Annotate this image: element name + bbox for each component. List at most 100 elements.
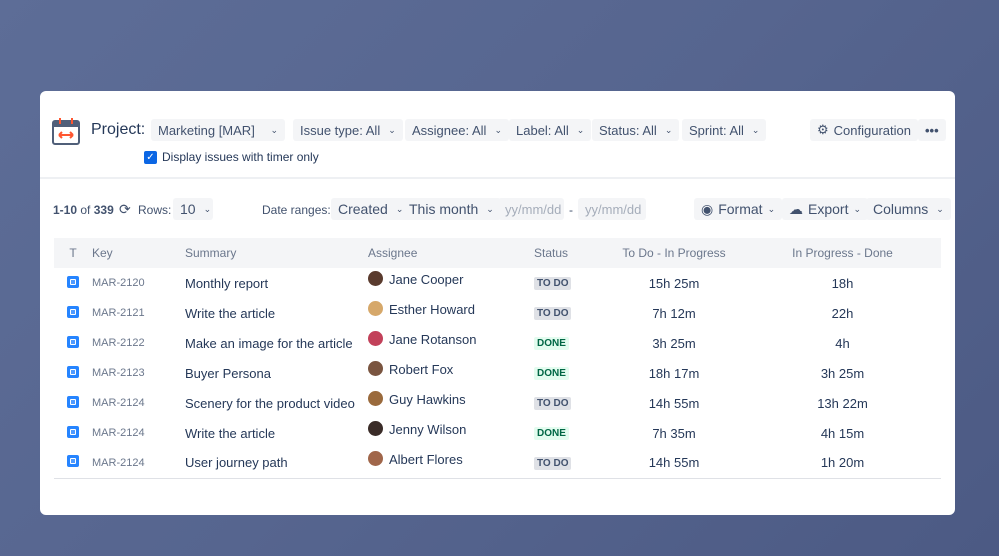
column-type[interactable]: T xyxy=(54,238,92,268)
gear-icon: ⚙ xyxy=(817,122,829,137)
todo-inprogress-time: 7h 35m xyxy=(652,425,696,441)
column-key[interactable]: Key xyxy=(92,238,185,268)
status-badge: DONE xyxy=(534,367,569,380)
timesheet-panel: Project: Marketing [MAR] ⌄ Issue type: Al… xyxy=(40,91,955,515)
inprogress-done-time: 22h xyxy=(831,305,854,321)
column-assignee[interactable]: Assignee xyxy=(368,238,534,268)
todo-inprogress-time: 15h 25m xyxy=(648,275,700,291)
issue-key[interactable]: MAR-2123 xyxy=(92,367,145,379)
filter-bar: Project: Marketing [MAR] ⌄ Issue type: Al… xyxy=(40,91,955,179)
issue-summary[interactable]: Buyer Persona xyxy=(185,365,271,381)
format-button[interactable]: ◉ Format ⌄ xyxy=(694,198,783,220)
todo-inprogress-time: 18h 17m xyxy=(648,365,700,381)
task-type-icon xyxy=(67,275,79,288)
task-type-icon xyxy=(67,365,79,378)
assignee-cell: Jane Rotanson xyxy=(368,325,534,355)
table-row[interactable]: MAR-2123 Buyer Persona Robert Fox DONE 1… xyxy=(54,358,941,388)
table-row[interactable]: MAR-2124 Write the article Jenny Wilson … xyxy=(54,418,941,448)
issue-summary[interactable]: Write the article xyxy=(185,305,276,321)
todo-inprogress-time: 3h 25m xyxy=(652,335,696,351)
table-row[interactable]: MAR-2120 Monthly report Jane Cooper TO D… xyxy=(54,268,941,298)
status-badge: TO DO xyxy=(534,397,572,410)
inprogress-done-time: 4h 15m xyxy=(820,425,865,441)
label-filter[interactable]: Label: All ⌄ xyxy=(509,119,592,141)
filter-label: Assignee: All xyxy=(412,122,487,138)
issue-key[interactable]: MAR-2124 xyxy=(92,397,145,409)
export-button[interactable]: ☁ Export ⌄ xyxy=(782,198,869,220)
table-header: T Key Summary Assignee Status To Do - In… xyxy=(54,238,941,268)
more-button[interactable]: ••• xyxy=(918,119,946,141)
avatar xyxy=(368,421,383,437)
issue-key[interactable]: MAR-2124 xyxy=(92,448,185,479)
date-ranges-label: Date ranges: xyxy=(262,203,331,217)
assignee-name: Robert Fox xyxy=(389,361,454,377)
issue-summary[interactable]: Write the article xyxy=(185,425,276,441)
issue-key[interactable]: MAR-2124 xyxy=(92,427,145,439)
pagination-count: 1-10 of 339 xyxy=(53,203,114,217)
column-summary[interactable]: Summary xyxy=(185,238,368,268)
table-row[interactable]: MAR-2124 Scenery for the product video G… xyxy=(54,388,941,418)
date-from-input[interactable]: yy/mm/dd xyxy=(498,198,564,220)
configuration-button[interactable]: ⚙ Configuration xyxy=(810,119,918,141)
table-row[interactable]: MAR-2124 User journey path Albert Flores… xyxy=(54,445,941,479)
task-type-icon xyxy=(67,455,79,468)
avatar xyxy=(368,361,383,377)
status-badge: DONE xyxy=(534,427,569,440)
status-badge: TO DO xyxy=(534,456,572,470)
date-to-placeholder: yy/mm/dd xyxy=(585,201,642,217)
avatar xyxy=(368,391,383,407)
issue-key[interactable]: MAR-2122 xyxy=(92,337,145,349)
avatar xyxy=(368,271,383,287)
assignee-name: Jenny Wilson xyxy=(389,421,467,437)
issue-summary[interactable]: User journey path xyxy=(185,448,368,479)
assignee-filter[interactable]: Assignee: All ⌄ xyxy=(405,119,509,141)
table-row[interactable]: MAR-2121 Write the article Esther Howard… xyxy=(54,298,941,328)
assignee-cell: Albert Flores xyxy=(368,445,534,476)
assignee-cell: Guy Hawkins xyxy=(368,385,534,415)
sprint-filter[interactable]: Sprint: All ⌄ xyxy=(682,119,767,141)
issue-summary[interactable]: Scenery for the product video xyxy=(185,395,355,411)
issue-type-filter[interactable]: Issue type: All ⌄ xyxy=(293,119,403,141)
assignee-cell: Jenny Wilson xyxy=(368,415,534,445)
column-inprogress-done[interactable]: In Progress - Done xyxy=(744,238,941,268)
columns-button[interactable]: Columns ⌄ xyxy=(866,198,951,220)
chevron-down-icon: ⌄ xyxy=(395,203,404,214)
date-to-input[interactable]: yy/mm/dd xyxy=(578,198,646,220)
date-field-select[interactable]: Created ⌄ xyxy=(331,198,411,220)
timer-only-checkbox[interactable]: ✓ Display issues with timer only xyxy=(144,150,319,164)
issue-summary[interactable]: Make an image for the article xyxy=(185,335,353,351)
inprogress-done-time: 18h xyxy=(831,275,854,291)
configuration-label: Configuration xyxy=(833,122,911,138)
assignee-cell: Jane Cooper xyxy=(368,265,534,295)
inprogress-done-time: 13h 22m xyxy=(817,395,868,411)
column-todo-inprogress[interactable]: To Do - In Progress xyxy=(604,238,744,268)
cloud-download-icon: ☁ xyxy=(789,200,803,217)
format-label: Format xyxy=(718,201,763,217)
project-select[interactable]: Marketing [MAR] ⌄ xyxy=(151,119,285,141)
avatar xyxy=(368,331,383,347)
status-badge: DONE xyxy=(534,337,569,350)
project-label: Project: xyxy=(91,121,146,138)
status-badge: TO DO xyxy=(534,307,572,320)
chevron-down-icon: ⌄ xyxy=(664,124,673,135)
rows-select[interactable]: 10 ⌄ xyxy=(173,198,213,220)
rows-label: Rows: xyxy=(138,203,172,217)
chevron-down-icon: ⌄ xyxy=(486,203,494,214)
chevron-down-icon: ⌄ xyxy=(576,124,585,135)
column-status[interactable]: Status xyxy=(534,238,604,268)
filter-label: Sprint: All xyxy=(689,122,744,138)
period-select[interactable]: This month ⌄ xyxy=(402,198,501,220)
chevron-down-icon: ⌄ xyxy=(270,124,278,135)
issue-key[interactable]: MAR-2120 xyxy=(92,277,145,289)
refresh-icon[interactable]: ⟳ xyxy=(119,201,131,217)
checkmark-icon: ✓ xyxy=(144,150,157,164)
assignee-name: Guy Hawkins xyxy=(389,391,466,407)
todo-inprogress-time: 14h 55m xyxy=(648,395,700,411)
status-filter[interactable]: Status: All ⌄ xyxy=(592,119,680,141)
task-type-icon xyxy=(67,305,79,318)
issue-summary[interactable]: Monthly report xyxy=(185,275,269,291)
issues-table: T Key Summary Assignee Status To Do - In… xyxy=(54,238,941,479)
table-row[interactable]: MAR-2122 Make an image for the article J… xyxy=(54,328,941,358)
issue-key[interactable]: MAR-2121 xyxy=(92,307,145,319)
rows-value: 10 xyxy=(180,201,196,217)
